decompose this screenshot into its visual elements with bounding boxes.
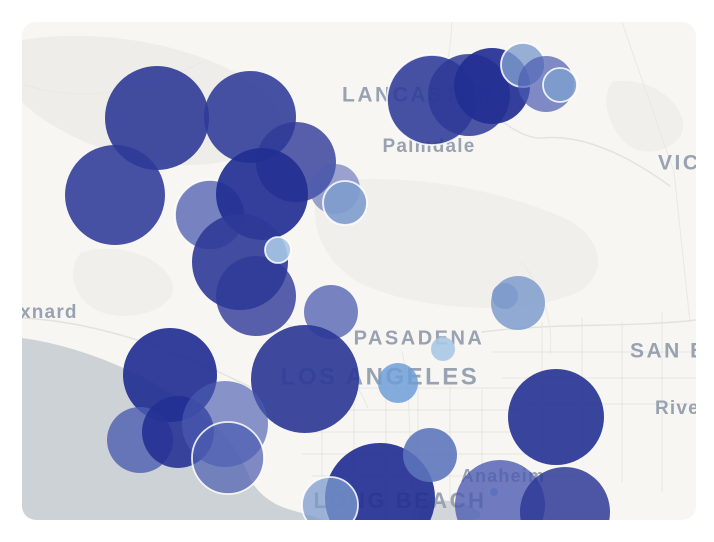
bubbles-layer (65, 42, 610, 520)
map-canvas[interactable]: LANCASTERPalmdaleVICTORVILLEOxnardPASADE… (22, 22, 696, 520)
data-bubble[interactable] (191, 421, 265, 495)
data-bubble[interactable] (508, 369, 604, 465)
data-bubble[interactable] (105, 66, 209, 170)
map-card[interactable]: LANCASTERPalmdaleVICTORVILLEOxnardPASADE… (22, 22, 696, 520)
data-bubble[interactable] (216, 256, 296, 336)
map-label-pasadena: PASADENA (354, 327, 485, 349)
data-bubble[interactable] (431, 337, 455, 361)
data-bubble[interactable] (304, 285, 358, 339)
data-bubble[interactable] (403, 428, 457, 482)
map-label-oxnard: Oxnard (22, 302, 78, 323)
map-label-victorville: VICTORVILLE (658, 152, 696, 175)
data-bubble[interactable] (251, 325, 359, 433)
map-label-riverside: Riverside (655, 398, 696, 419)
data-bubble[interactable] (65, 145, 165, 245)
data-bubble[interactable] (520, 467, 610, 520)
map-label-san-bernardino: SAN BERNARDINO (630, 340, 696, 363)
data-bubble[interactable] (264, 236, 292, 264)
data-bubble[interactable] (301, 476, 359, 520)
data-bubble[interactable] (542, 67, 578, 103)
data-bubble[interactable] (322, 180, 368, 226)
data-bubble[interactable] (491, 276, 545, 330)
data-bubble[interactable] (378, 363, 418, 403)
